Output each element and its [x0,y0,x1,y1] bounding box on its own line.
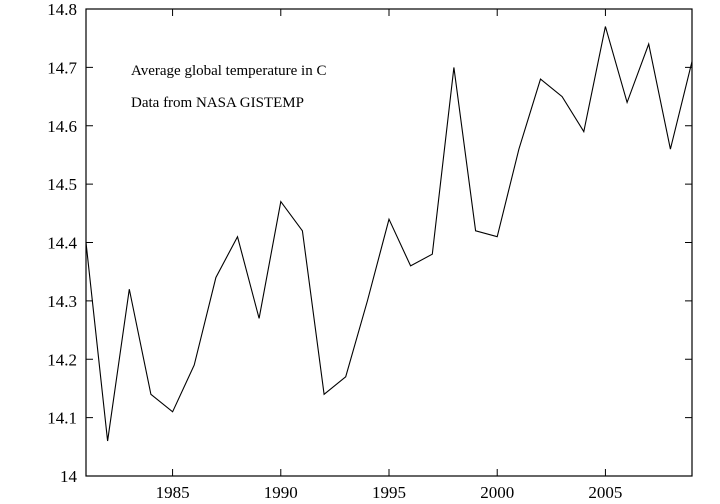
y-tick-label: 14.6 [47,117,77,136]
x-tick-label: 2000 [480,483,514,502]
y-tick-label: 14.2 [47,350,77,369]
y-tick-label: 14.4 [47,234,77,253]
y-tick-label: 14.1 [47,409,77,428]
y-tick-label: 14.3 [47,292,77,311]
y-tick-label: 14.5 [47,175,77,194]
plot-frame [85,8,693,477]
y-tick-label: 14.8 [47,0,77,19]
y-tick-label: 14 [60,467,78,486]
series-line-temperature [85,26,693,442]
x-tick-label: 1990 [264,483,298,502]
annotation-source: Data from NASA GISTEMP [131,95,304,111]
x-tick-label: 2005 [588,483,622,502]
x-tick-label: 1995 [372,483,406,502]
y-tick-label: 14.7 [47,58,77,77]
annotation-title: Average global temperature in C [131,63,326,79]
x-tick-label: 1985 [156,483,190,502]
